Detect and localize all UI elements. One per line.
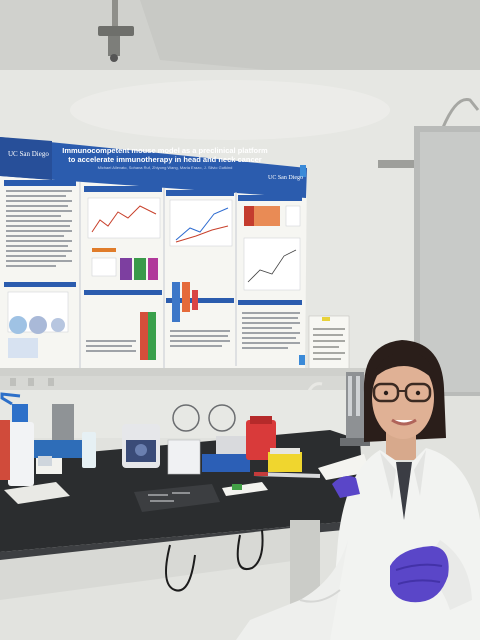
red-container — [246, 416, 276, 460]
face — [372, 357, 434, 439]
ceiling-fixture — [98, 0, 134, 62]
poster-logo-left: UC San Diego — [8, 150, 49, 158]
bench-paper — [318, 454, 370, 480]
poster-title: Immunocompetent mouse model as a preclin… — [60, 146, 270, 164]
tube-rack — [30, 440, 86, 458]
poster-logo-right: UC San Diego — [268, 175, 303, 181]
glasses — [372, 382, 432, 403]
spray-bottle — [0, 392, 34, 486]
left-glove — [332, 476, 360, 498]
poster-authors: Michael Allevato, Sohana Ruf, Zhiyong Wa… — [97, 165, 233, 170]
scientist — [236, 340, 480, 640]
lab-device — [122, 424, 160, 468]
scientific-poster — [0, 137, 307, 370]
poster-title-line2: to accelerate immunotherapy in head and … — [68, 155, 262, 164]
yellow-box — [268, 452, 302, 472]
pipette-stand — [340, 372, 370, 446]
poster-title-line1: Immunocompetent mouse model as a preclin… — [62, 146, 268, 155]
right-glove — [390, 546, 449, 603]
wall-notice — [308, 315, 350, 377]
poster-header — [0, 137, 307, 198]
